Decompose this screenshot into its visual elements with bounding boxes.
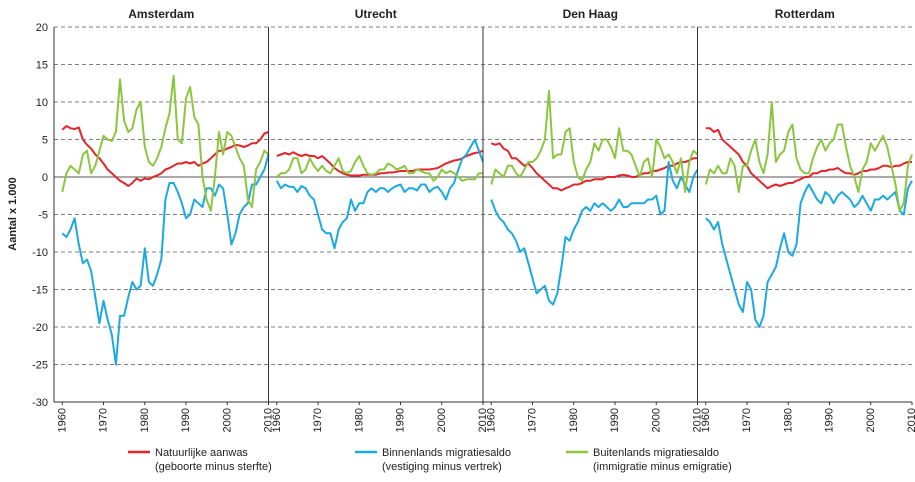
x-tick-label: 1960 <box>485 408 497 432</box>
x-tick-label: 2010 <box>263 408 275 432</box>
legend-label: Buitenlands migratiesaldo (immigratie min… <box>593 447 732 473</box>
x-tick-label: 2000 <box>865 408 877 432</box>
y-tick-label: 15 <box>36 60 48 72</box>
panel-title: Rotterdam <box>775 7 835 21</box>
x-tick-label: 2000 <box>221 408 233 432</box>
x-tick-label: 1980 <box>782 408 794 432</box>
x-tick-label: 1980 <box>353 408 365 432</box>
series-line <box>275 138 484 250</box>
x-tick-label: 1990 <box>824 408 836 432</box>
series-line <box>276 155 483 182</box>
y-tick-label: 10 <box>36 97 48 109</box>
series-line <box>705 127 912 190</box>
x-tick-label: 2010 <box>477 408 489 432</box>
x-tick-label: 2000 <box>650 408 662 432</box>
x-tick-label: 1970 <box>98 408 110 432</box>
series-line <box>490 89 699 193</box>
y-tick-label: -30 <box>32 397 48 409</box>
x-tick-label: 1970 <box>741 408 753 432</box>
y-tick-label: -10 <box>32 247 48 259</box>
panel-title: Utrecht <box>355 7 397 21</box>
x-tick-label: 1970 <box>527 408 539 432</box>
series-line <box>276 149 484 177</box>
y-tick-label: -20 <box>32 322 48 334</box>
x-tick-label: 1960 <box>56 408 68 432</box>
series-line <box>61 154 270 366</box>
series-line <box>61 74 270 212</box>
series-line <box>704 101 913 212</box>
x-tick-label: 1960 <box>271 408 283 432</box>
x-tick-label: 1980 <box>139 408 151 432</box>
x-tick-label: 1960 <box>700 408 712 432</box>
x-tick-label: 1980 <box>568 408 580 432</box>
x-tick-label: 1990 <box>180 408 192 432</box>
panel-title: Den Haag <box>563 7 618 21</box>
y-axis-label: Aantal x 1.000 <box>7 177 19 250</box>
legend-label: Natuurlijke aanwas (geboorte minus sterft… <box>155 447 272 473</box>
y-tick-label: -25 <box>32 360 48 372</box>
panel-title: Amsterdam <box>128 7 194 21</box>
y-tick-label: 5 <box>42 135 48 147</box>
x-tick-label: 2010 <box>906 408 915 432</box>
y-tick-label: 0 <box>42 172 48 184</box>
series-line <box>705 180 913 328</box>
legend-label: Binnenlands migratiesaldo (vestiging minu… <box>382 447 511 473</box>
y-tick-label: 20 <box>36 22 48 34</box>
x-tick-label: 2000 <box>436 408 448 432</box>
series-line <box>490 161 699 306</box>
x-tick-label: 2010 <box>692 408 704 432</box>
x-tick-label: 1990 <box>609 408 621 432</box>
y-tick-label: -15 <box>32 285 48 297</box>
x-tick-label: 1970 <box>312 408 324 432</box>
y-tick-label: -5 <box>38 210 48 222</box>
x-tick-label: 1990 <box>395 408 407 432</box>
